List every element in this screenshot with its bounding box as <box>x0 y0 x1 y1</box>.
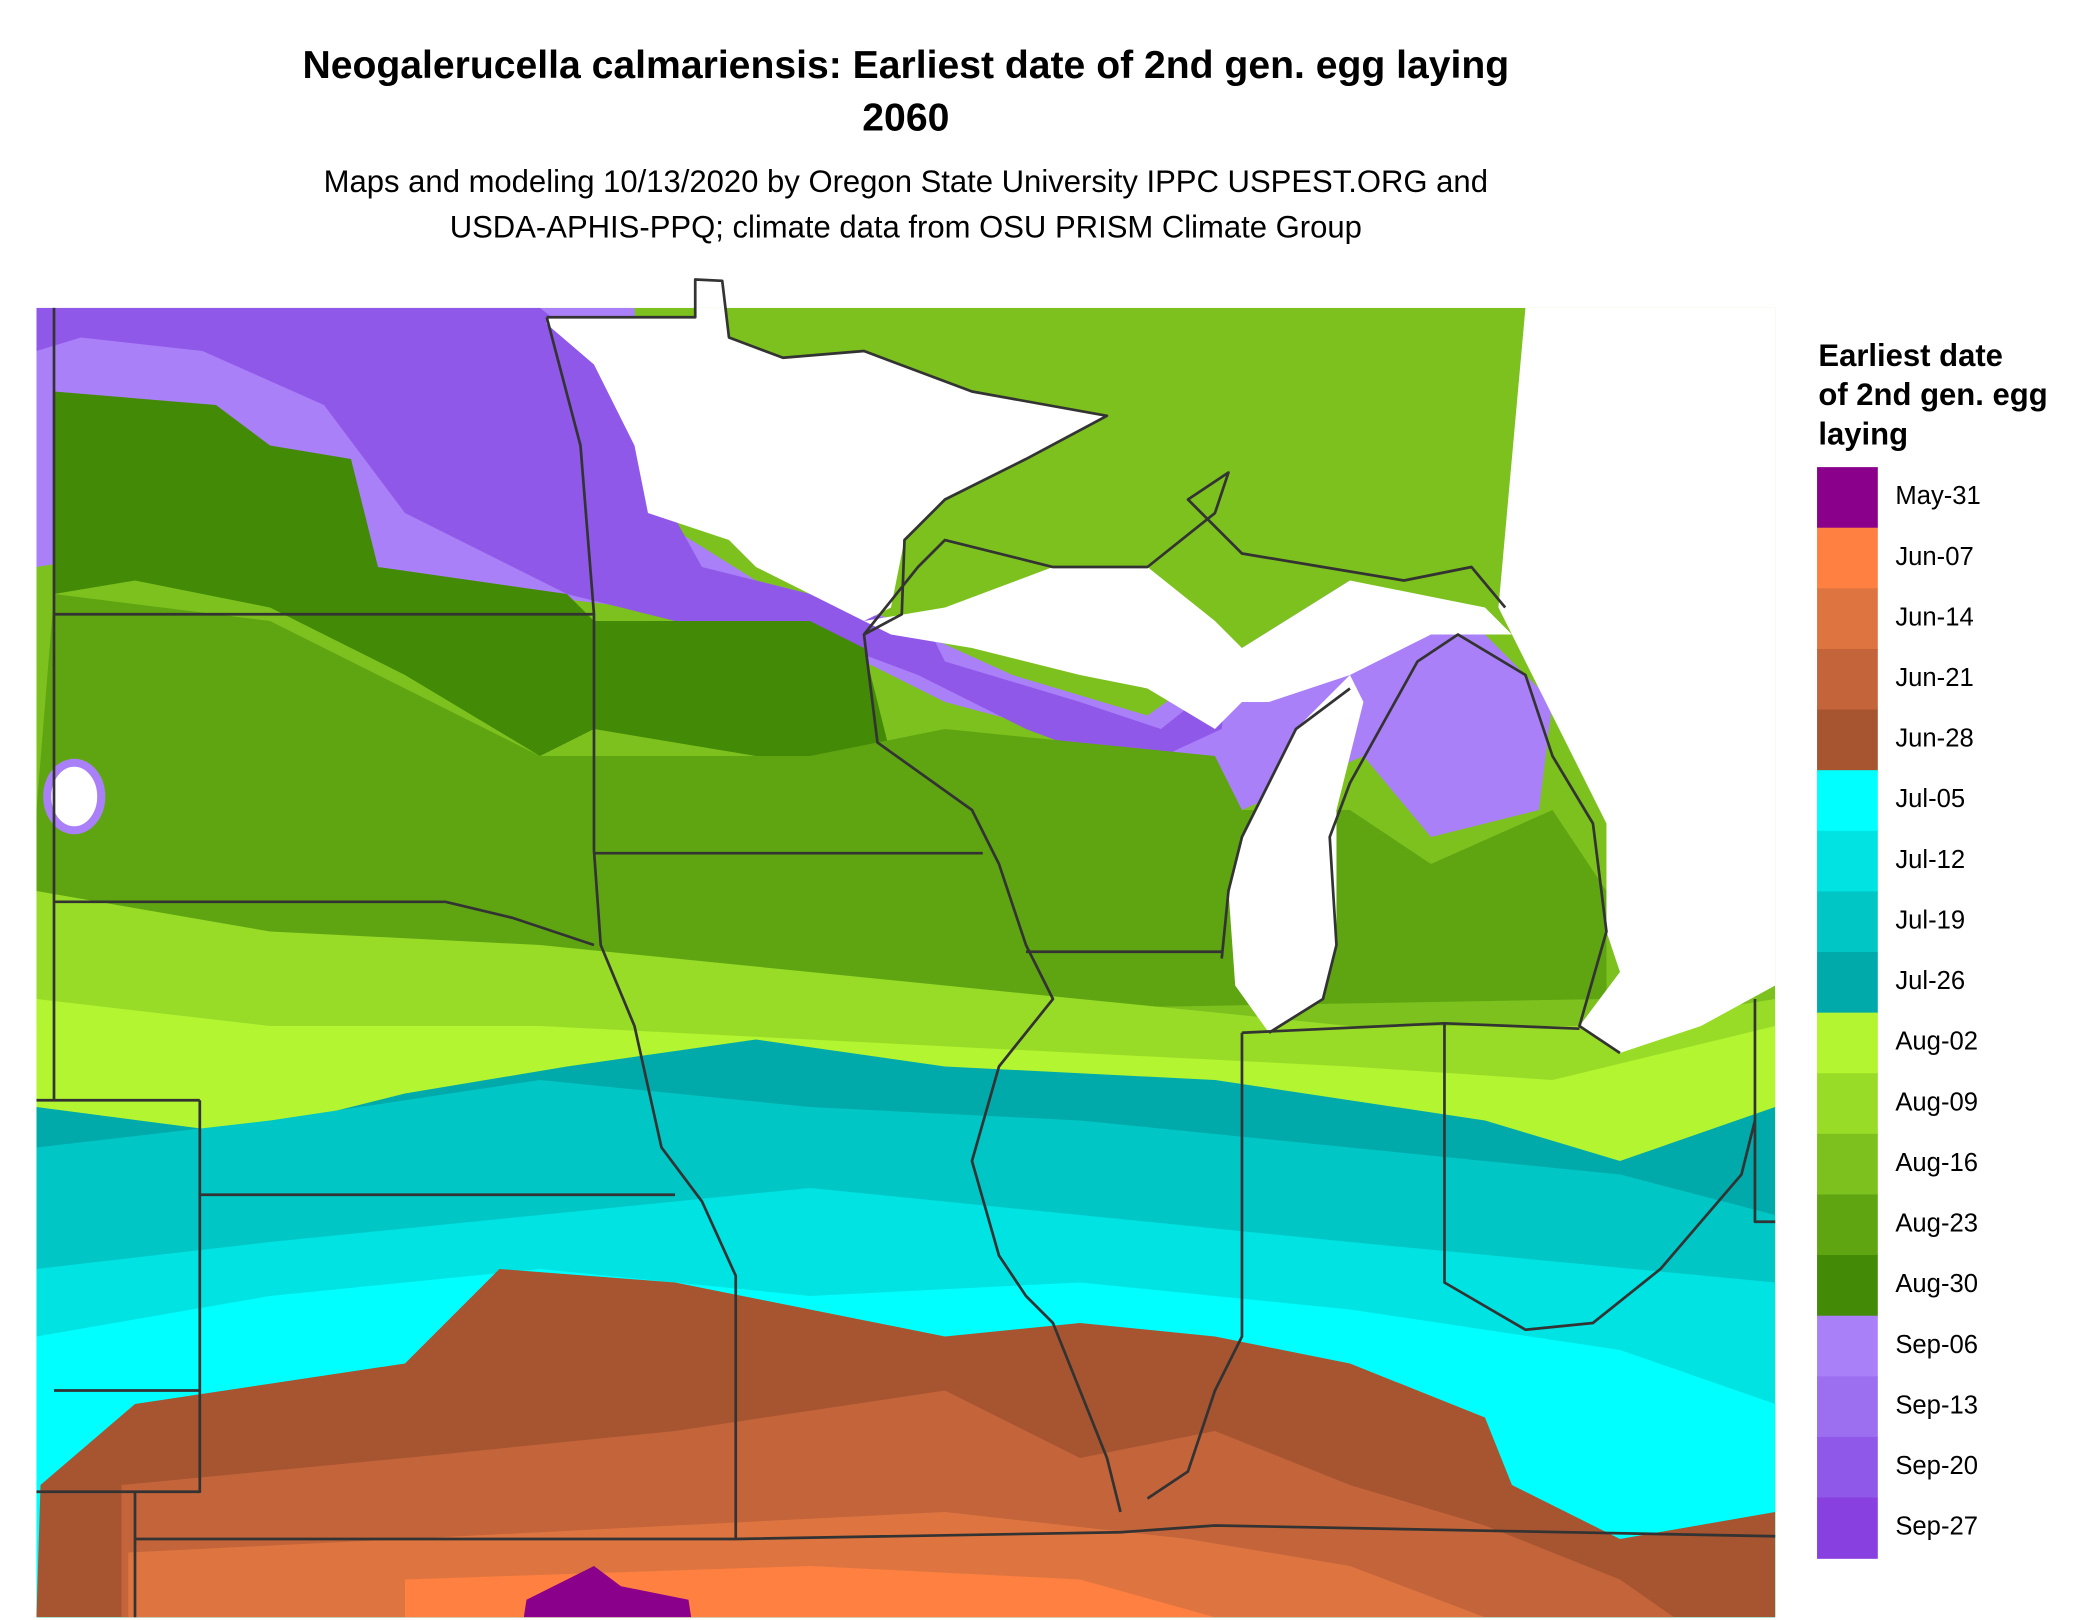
legend: May-31 Jun-07 Jun-14 Jun-21 Jun-28 Jul-05 Jul-… <box>1817 467 1981 1559</box>
legend-swatch <box>1817 891 1878 953</box>
legend-swatch <box>1817 770 1878 832</box>
state-border <box>36 307 1776 1618</box>
legend-swatch <box>1817 952 1878 1014</box>
legend-swatch <box>1817 1436 1878 1499</box>
title: 2060 <box>862 97 949 140</box>
subtitle: USDA-APHIS-PPQ; climate data from OSU PR… <box>450 210 1362 245</box>
legend-swatch <box>1817 1315 1878 1377</box>
white-area <box>43 758 106 835</box>
legend-swatch <box>1817 830 1878 893</box>
state-border <box>545 316 738 1539</box>
legend-label: May-31 <box>1895 482 1980 510</box>
legend-label: Jun-14 <box>1895 603 1973 631</box>
legend-label: Jul-12 <box>1895 846 1965 874</box>
legend-label: Jul-19 <box>1895 906 1965 934</box>
legend-swatch <box>1817 588 1878 650</box>
legend-swatch <box>1817 1133 1878 1196</box>
legend-label: Sep-06 <box>1895 1331 1978 1359</box>
legend-label: Aug-02 <box>1895 1028 1978 1056</box>
subtitle: Maps and modeling 10/13/2020 by Oregon S… <box>324 164 1488 199</box>
legend-label: Aug-16 <box>1895 1149 1978 1177</box>
legend-swatch <box>1817 527 1878 590</box>
legend-swatch <box>1817 1376 1878 1438</box>
legend-swatch <box>1817 1497 1878 1559</box>
legend-label: Aug-09 <box>1895 1088 1978 1116</box>
map <box>36 278 1776 1618</box>
legend-title: laying <box>1818 416 1908 451</box>
legend-swatch <box>1817 1194 1878 1256</box>
legend-label: Aug-30 <box>1895 1270 1978 1298</box>
legend-label: Jun-07 <box>1895 543 1973 571</box>
lake-michigan <box>1228 675 1364 1033</box>
legend-swatch <box>1817 1255 1878 1317</box>
legend-swatch <box>1817 467 1878 529</box>
legend-swatch <box>1817 1012 1878 1074</box>
region-aug23 <box>36 594 1607 1026</box>
legend-label: Sep-20 <box>1895 1452 1978 1480</box>
legend-label: Sep-27 <box>1895 1513 1978 1541</box>
legend-title: of 2nd gen. egg <box>1818 377 2047 412</box>
title: Neogalerucella calmariensis: Earliest da… <box>302 44 1509 87</box>
shoreline <box>862 471 1621 1055</box>
legend-swatch <box>1817 1073 1878 1135</box>
legend-label: Aug-23 <box>1895 1210 1978 1238</box>
white-area <box>863 567 1512 730</box>
white-area <box>1498 307 1776 1053</box>
region-sep20 <box>36 307 1229 770</box>
legend-label: Jul-05 <box>1895 785 1965 813</box>
state-border <box>546 278 1122 1513</box>
white-area <box>546 307 1107 622</box>
legend-swatch <box>1817 648 1878 711</box>
legend-label: Jun-21 <box>1895 664 1973 692</box>
legend-label: Sep-13 <box>1895 1391 1978 1419</box>
region-aug30 <box>53 391 891 757</box>
legend-label: Jun-28 <box>1895 725 1973 753</box>
state-border <box>1025 950 1776 1500</box>
legend-label: Jul-26 <box>1895 967 1965 995</box>
legend-title: Earliest date <box>1818 338 2003 373</box>
region-may31 <box>523 1565 692 1618</box>
legend-swatch <box>1817 709 1878 771</box>
